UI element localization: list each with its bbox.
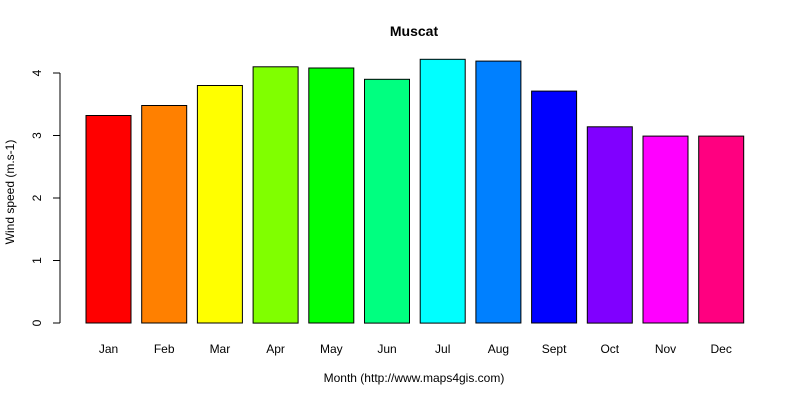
x-axis-tick-labels: Jan Feb Mar Apr May Jun Jul Aug Sept Oct Nov Dec — [99, 342, 732, 356]
y-tick-label-4: 4 — [30, 69, 44, 76]
bar-jun — [364, 78, 410, 324]
bar-dec — [698, 135, 745, 324]
x-tick-label-nov: Nov — [655, 342, 676, 356]
y-tick-label-3: 3 — [30, 132, 44, 139]
bar-aug — [475, 60, 522, 324]
x-tick-label-jan: Jan — [99, 342, 118, 356]
x-tick-label-mar: Mar — [210, 342, 231, 356]
y-axis-label: Wind speed (m.s-1) — [3, 140, 17, 245]
bar-feb — [141, 105, 188, 324]
y-axis: 0 1 2 3 4 — [30, 69, 61, 326]
x-tick-label-sept: Sept — [542, 342, 567, 356]
y-tick-label-0: 0 — [30, 319, 44, 326]
bars-group — [85, 58, 745, 324]
bar-apr — [252, 66, 299, 324]
x-tick-label-jul: Jul — [435, 342, 450, 356]
x-tick-label-aug: Aug — [488, 342, 509, 356]
y-tick-label-2: 2 — [30, 194, 44, 201]
bar-may — [308, 67, 355, 324]
x-tick-label-dec: Dec — [711, 342, 732, 356]
x-tick-label-oct: Oct — [600, 342, 619, 356]
y-tick-label-1: 1 — [30, 257, 44, 264]
bar-mar — [196, 85, 243, 324]
x-tick-label-feb: Feb — [154, 342, 175, 356]
chart-title: Muscat — [390, 23, 439, 39]
x-tick-label-may: May — [320, 342, 343, 356]
bar-nov — [642, 135, 689, 324]
bar-oct — [586, 126, 633, 324]
x-axis-label: Month (http://www.maps4gis.com) — [324, 371, 505, 385]
x-tick-label-jun: Jun — [377, 342, 396, 356]
bar-jan — [85, 115, 132, 324]
x-tick-label-apr: Apr — [266, 342, 285, 356]
bar-jul — [419, 58, 466, 324]
bar-sept — [531, 90, 578, 324]
